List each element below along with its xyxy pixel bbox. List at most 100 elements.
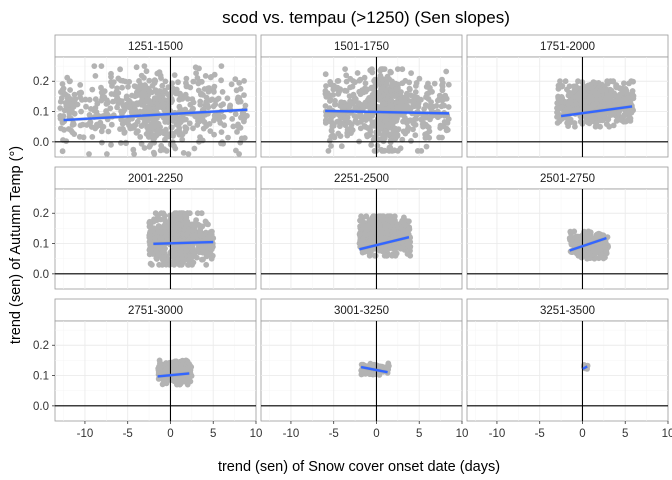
data-point — [430, 103, 436, 110]
facet-panel: 1501-1750 — [260, 34, 463, 158]
data-point — [588, 116, 595, 123]
data-point — [152, 87, 159, 93]
data-point — [157, 72, 164, 79]
data-point — [193, 70, 200, 77]
data-point — [211, 83, 218, 90]
data-point — [328, 133, 335, 140]
data-point — [438, 103, 445, 110]
y-axis-title: trend (sen) of Autumn Temp (°) — [8, 146, 24, 344]
data-point — [244, 112, 250, 119]
data-point — [242, 102, 249, 109]
data-point — [146, 105, 153, 112]
data-point — [360, 222, 367, 229]
data-point — [343, 72, 350, 79]
data-point — [211, 117, 217, 124]
data-point — [559, 83, 566, 89]
y-tick-label: 0.2 — [33, 76, 49, 88]
data-point — [382, 245, 388, 252]
data-point — [200, 106, 207, 113]
data-point — [179, 136, 186, 143]
facet-strip-label: 1251-1500 — [128, 41, 183, 53]
data-point — [86, 96, 93, 103]
y-tick-label: 0.1 — [33, 371, 49, 383]
panel-background — [466, 320, 669, 422]
data-point — [65, 126, 72, 132]
data-point — [188, 373, 195, 379]
data-point — [405, 227, 412, 234]
data-point — [586, 250, 593, 257]
data-point — [400, 128, 407, 135]
data-point — [170, 132, 177, 139]
data-point — [330, 92, 336, 98]
data-point — [357, 125, 364, 132]
data-point — [171, 72, 178, 78]
data-point — [138, 123, 145, 129]
data-point — [173, 210, 180, 217]
data-point — [414, 148, 421, 154]
data-point — [209, 96, 216, 103]
data-point — [151, 139, 158, 146]
data-point — [92, 96, 99, 103]
data-point — [352, 118, 359, 125]
data-point — [185, 261, 192, 268]
data-point — [86, 120, 93, 126]
data-point — [205, 88, 212, 95]
data-point — [418, 116, 424, 123]
data-point — [189, 244, 196, 251]
data-point — [109, 83, 115, 89]
data-point — [597, 117, 604, 124]
data-point — [383, 87, 389, 94]
data-point — [177, 130, 183, 136]
x-tick-label: -10 — [77, 428, 94, 440]
data-point — [80, 134, 87, 141]
sen-slope-trend-line — [325, 109, 450, 115]
data-point — [577, 96, 583, 103]
data-point — [115, 90, 122, 96]
data-point — [573, 100, 579, 107]
data-point — [383, 229, 390, 236]
data-point — [357, 217, 363, 224]
data-point — [589, 89, 596, 95]
data-point — [93, 109, 100, 115]
data-point — [330, 121, 336, 127]
data-point — [59, 87, 66, 94]
data-point — [108, 70, 114, 77]
data-point — [369, 113, 376, 119]
data-point — [343, 78, 350, 85]
data-point — [69, 122, 76, 128]
data-point — [332, 101, 338, 108]
data-point — [180, 116, 187, 123]
data-point — [149, 82, 156, 89]
data-point — [190, 78, 197, 85]
data-point — [180, 150, 187, 156]
data-point — [327, 79, 334, 85]
data-point — [605, 98, 612, 105]
data-point — [443, 127, 450, 134]
facet-panel: 2001-2250 0.0 0.1 0.2 — [33, 166, 257, 290]
facet-panels: 1251-1500 0.0 0.1 0.2 1501-1750 1751-2000 2001… — [33, 34, 672, 440]
data-point — [148, 115, 155, 122]
data-point — [159, 261, 166, 268]
data-point — [185, 151, 192, 157]
data-point — [584, 255, 590, 262]
data-point — [597, 243, 604, 250]
data-point — [157, 147, 164, 154]
data-point — [420, 123, 426, 130]
y-tick-label: 0.2 — [33, 208, 49, 220]
data-point — [397, 245, 404, 252]
data-point — [133, 64, 140, 71]
data-point — [219, 89, 226, 95]
data-point — [71, 91, 78, 98]
data-point — [164, 117, 171, 123]
data-point — [555, 96, 562, 103]
data-point — [322, 120, 329, 126]
data-point — [230, 123, 237, 130]
data-point — [63, 103, 70, 110]
data-point — [131, 110, 138, 117]
data-point — [410, 126, 416, 133]
data-point — [131, 101, 138, 108]
data-point — [365, 97, 371, 103]
data-point — [208, 74, 215, 80]
data-point — [212, 101, 219, 108]
